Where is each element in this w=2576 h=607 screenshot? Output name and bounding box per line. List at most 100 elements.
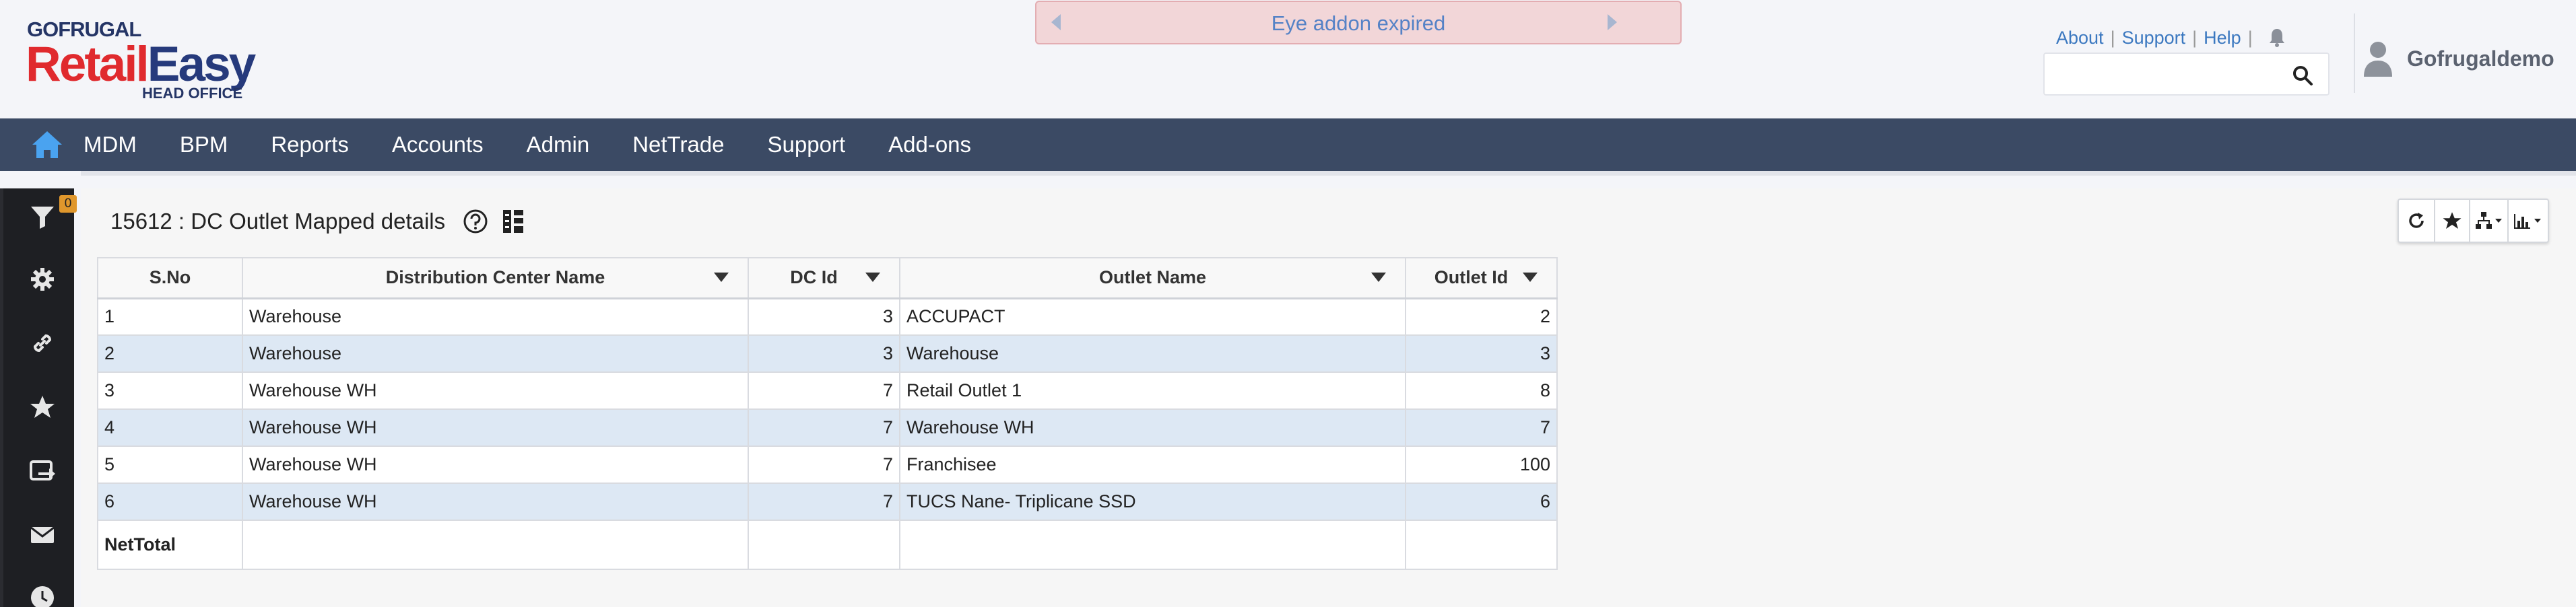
table-row[interactable]: 6 Warehouse WH 7 TUCS Nane- Triplicane S…: [97, 483, 1558, 521]
banner-next-icon[interactable]: [1602, 9, 1622, 36]
cell-sno: 3: [97, 371, 243, 410]
nav-item-addons[interactable]: Add-ons: [888, 132, 972, 157]
about-link[interactable]: About: [2056, 27, 2104, 48]
table-row[interactable]: 5 Warehouse WH 7 Franchisee 100: [97, 445, 1558, 484]
cell-dc-id: 3: [748, 334, 900, 373]
bell-icon[interactable]: [2268, 28, 2286, 48]
cell-dc-id: 7: [748, 408, 900, 447]
top-links: About | Support | Help |: [2056, 24, 2286, 51]
column-header-outlet-name[interactable]: Outlet Name: [899, 257, 1406, 299]
nav-item-mdm[interactable]: MDM: [84, 132, 137, 157]
nav-item-support[interactable]: Support: [767, 132, 846, 157]
table-row[interactable]: 4 Warehouse WH 7 Warehouse WH 7: [97, 408, 1558, 447]
cell-dc-name: Warehouse WH: [242, 408, 749, 447]
column-header-dc-id[interactable]: DC Id: [748, 257, 900, 299]
cell-outlet-id: 6: [1405, 483, 1558, 521]
cell-outlet-name: Retail Outlet 1: [899, 371, 1406, 410]
sidebar: 0: [0, 188, 77, 607]
banner-prev-icon[interactable]: [1046, 9, 1066, 36]
link-separator: |: [2247, 27, 2253, 48]
nav-item-accounts[interactable]: Accounts: [391, 132, 484, 157]
sort-caret-icon[interactable]: [714, 273, 729, 282]
mail-icon[interactable]: [29, 522, 56, 548]
column-header-dc-name[interactable]: Distribution Center Name: [242, 257, 749, 299]
cell-sno: 6: [97, 483, 243, 521]
table-total-row: NetTotal: [97, 520, 1558, 570]
hierarchy-dropdown[interactable]: [2470, 200, 2509, 242]
cell-sno: 4: [97, 408, 243, 447]
sort-caret-icon[interactable]: [1523, 273, 1538, 282]
cell-outlet-id: 2: [1405, 297, 1558, 336]
cell-dc-id: 7: [748, 483, 900, 521]
search-box[interactable]: [2043, 52, 2330, 96]
search-icon[interactable]: [2292, 65, 2313, 86]
cell-outlet-name: Warehouse: [899, 334, 1406, 373]
retaileasy-logo[interactable]: GOFRUGAL RetailEasy HEAD OFFICE: [26, 17, 295, 105]
banner-text: Eye addon expired: [1271, 11, 1446, 35]
logo-retaileasy-text: RetailEasy: [26, 37, 256, 92]
logo-easy-text: Easy: [147, 37, 256, 92]
report-title-row: 15612 : DC Outlet Mapped details: [110, 209, 525, 234]
link-separator: |: [2192, 27, 2198, 48]
user-name[interactable]: Gofrugaldemo: [2407, 46, 2554, 71]
favorite-button[interactable]: [2435, 200, 2470, 242]
column-header-sno[interactable]: S.No: [97, 257, 243, 299]
cell-outlet-name: TUCS Nane- Triplicane SSD: [899, 483, 1406, 521]
cell-dc-id: 7: [748, 445, 900, 484]
refresh-button[interactable]: [2399, 200, 2435, 242]
column-header-label: Outlet Id: [1434, 267, 1509, 288]
table-row[interactable]: 3 Warehouse WH 7 Retail Outlet 1 8: [97, 371, 1558, 410]
user-avatar-icon: [2364, 42, 2392, 77]
cell-outlet-id: 7: [1405, 408, 1558, 447]
bar-chart-icon: [2514, 214, 2541, 229]
table-row[interactable]: 2 Warehouse 3 Warehouse 3: [97, 334, 1558, 373]
report-toolbar: [2398, 199, 2549, 243]
cell-dc-name: Warehouse WH: [242, 371, 749, 410]
cell-outlet-id: 100: [1405, 445, 1558, 484]
support-link[interactable]: Support: [2121, 27, 2186, 48]
column-settings-icon[interactable]: [502, 209, 525, 234]
help-link[interactable]: Help: [2204, 27, 2241, 48]
report-content: 15612 : DC Outlet Mapped details S.No Di…: [81, 188, 2576, 607]
sort-caret-icon[interactable]: [865, 273, 880, 282]
column-header-label: DC Id: [790, 267, 838, 288]
cell-dc-name: Warehouse WH: [242, 483, 749, 521]
sort-caret-icon[interactable]: [1371, 273, 1386, 282]
cell-sno: 5: [97, 445, 243, 484]
home-icon[interactable]: [28, 126, 66, 164]
help-icon[interactable]: [463, 209, 488, 234]
total-cell: [748, 520, 900, 570]
cell-sno: 2: [97, 334, 243, 373]
column-header-label: Outlet Name: [1098, 267, 1207, 288]
total-cell: [899, 520, 1406, 570]
logo-retail-text: Retail: [26, 37, 150, 92]
column-header-label: S.No: [149, 267, 191, 288]
cell-outlet-name: ACCUPACT: [899, 297, 1406, 336]
filter-icon[interactable]: [29, 203, 56, 230]
cell-outlet-name: Franchisee: [899, 445, 1406, 484]
star-icon[interactable]: [29, 394, 56, 421]
gear-icon[interactable]: [29, 266, 56, 293]
user-menu[interactable]: Gofrugaldemo: [2363, 40, 2554, 77]
cell-sno: 1: [97, 297, 243, 336]
report-table: S.No Distribution Center Name DC Id Outl…: [97, 257, 1558, 570]
cell-dc-name: Warehouse: [242, 334, 749, 373]
link-separator: |: [2110, 27, 2115, 48]
export-icon[interactable]: [29, 458, 56, 485]
nav-item-nettrade[interactable]: NetTrade: [632, 132, 725, 157]
clock-icon[interactable]: [29, 584, 56, 607]
cell-outlet-id: 8: [1405, 371, 1558, 410]
link-icon[interactable]: [29, 330, 56, 357]
nav-item-bpm[interactable]: BPM: [179, 132, 228, 157]
cell-dc-id: 3: [748, 297, 900, 336]
logo-head-office-text: HEAD OFFICE: [142, 85, 243, 102]
nav-item-reports[interactable]: Reports: [271, 132, 349, 157]
search-input[interactable]: [2051, 59, 2267, 89]
logo-gofrugal-text: GOFRUGAL: [27, 17, 141, 41]
table-row[interactable]: 1 Warehouse 3 ACCUPACT 2: [97, 297, 1558, 336]
chart-dropdown[interactable]: [2509, 200, 2548, 242]
column-header-outlet-id[interactable]: Outlet Id: [1405, 257, 1558, 299]
nav-item-admin[interactable]: Admin: [526, 132, 590, 157]
cell-outlet-name: Warehouse WH: [899, 408, 1406, 447]
main-nav: MDM BPM Reports Accounts Admin NetTrade …: [0, 118, 2576, 171]
